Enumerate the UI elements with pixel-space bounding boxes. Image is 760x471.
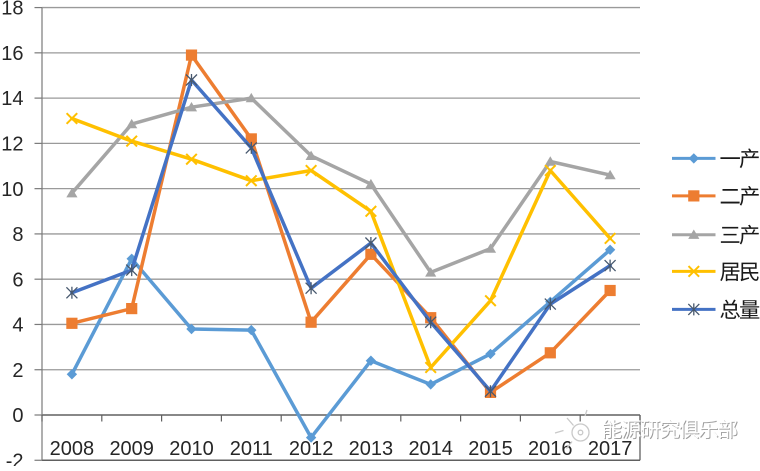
svg-text:12: 12 <box>1 133 23 155</box>
svg-text:8: 8 <box>12 224 23 246</box>
svg-text:2009: 2009 <box>109 438 154 460</box>
svg-text:2015: 2015 <box>468 438 513 460</box>
svg-text:18: 18 <box>1 0 23 20</box>
svg-text:4: 4 <box>12 315 23 337</box>
svg-text:2010: 2010 <box>169 438 214 460</box>
svg-text:2017: 2017 <box>588 438 633 460</box>
svg-text:16: 16 <box>1 43 23 65</box>
svg-text:6: 6 <box>12 269 23 291</box>
svg-text:2013: 2013 <box>349 438 394 460</box>
svg-text:2011: 2011 <box>230 438 273 460</box>
svg-text:2012: 2012 <box>289 438 334 460</box>
svg-text:2: 2 <box>12 360 23 382</box>
svg-text:0: 0 <box>12 405 23 427</box>
svg-text:14: 14 <box>1 88 23 110</box>
svg-text:10: 10 <box>1 179 23 201</box>
svg-text:-2: -2 <box>6 450 24 466</box>
svg-text:2008: 2008 <box>50 438 95 460</box>
svg-text:2014: 2014 <box>408 438 453 460</box>
svg-text:2016: 2016 <box>528 438 573 460</box>
